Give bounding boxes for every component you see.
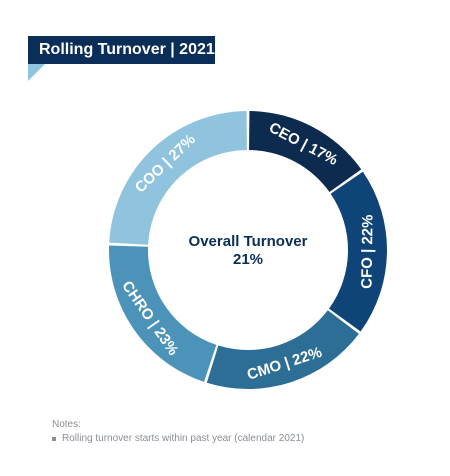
chart-title: Rolling Turnover | 2021 <box>28 36 215 64</box>
note-item: Rolling turnover starts within past year… <box>52 432 304 446</box>
center-value: 21% <box>233 251 263 268</box>
donut-segment-cmo <box>206 310 359 390</box>
donut-segment-cfo <box>329 171 388 332</box>
donut-segment-chro <box>109 245 217 382</box>
segment-label-cfo: CFO | 22% <box>358 214 376 288</box>
note-text: Rolling turnover starts within past year… <box>62 433 305 444</box>
donut-segment-coo <box>109 111 247 245</box>
notes-heading: Notes: <box>52 419 81 430</box>
title-tab-tail <box>28 64 45 81</box>
donut-segment-ceo <box>249 111 362 192</box>
bullet-icon <box>52 437 56 441</box>
notes: Notes: Rolling turnover starts within pa… <box>52 418 304 446</box>
center-label: Overall Turnover <box>189 233 308 250</box>
